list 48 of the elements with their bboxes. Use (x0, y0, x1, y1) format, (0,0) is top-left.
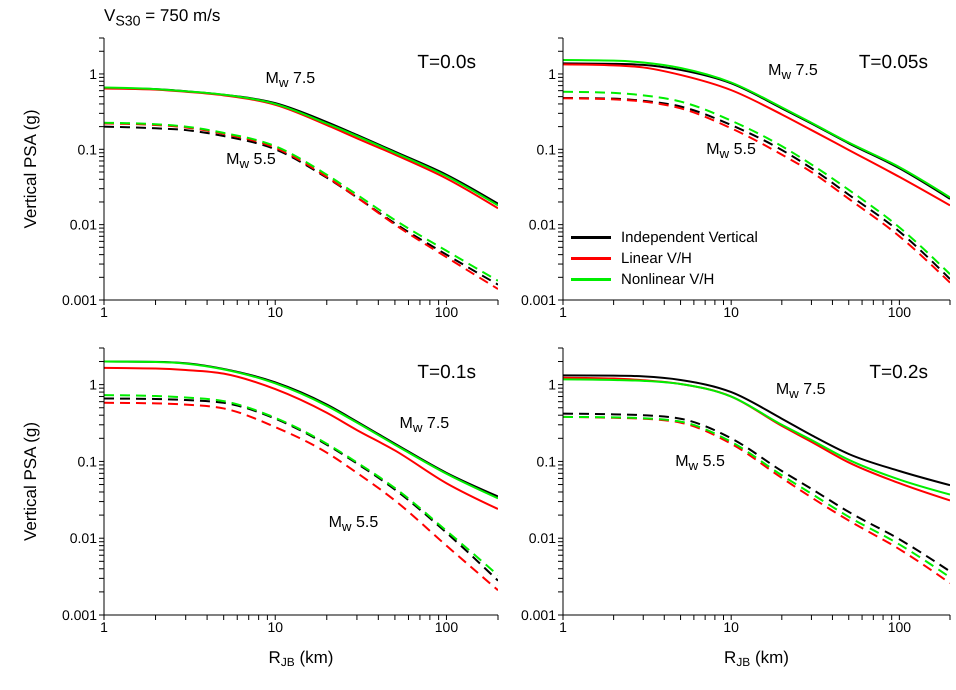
x-tick-label: 1 (100, 618, 108, 635)
legend-label: Independent Vertical (621, 228, 758, 248)
annotation: M$_{w}$ 7.5 (768, 62, 818, 82)
annotation: M$_{w}$ 5.5 (328, 514, 378, 534)
y-tick-label: 0.001 (520, 292, 556, 308)
y-tick-label: 1 (548, 376, 556, 393)
legend-label: Linear V/H (621, 249, 692, 269)
x-tick-label: 10 (723, 304, 740, 320)
annotation: T=0.2s (869, 362, 928, 384)
legend-label: Nonlinear V/H (621, 270, 714, 290)
y-tick-label: 1 (89, 376, 98, 393)
x-tick-label: 1 (100, 304, 108, 320)
annotation: T=0.05s (858, 52, 928, 74)
y-axis-title: Vertical PSA (g) (21, 109, 40, 229)
y-axis-title: Vertical PSA (g) (21, 422, 40, 542)
x-axis-title: R$_{JB}$ (km) (724, 648, 789, 669)
x-tick-label: 100 (434, 618, 458, 635)
x-tick-label: 100 (888, 618, 912, 635)
annotation: M$_{w}$ 7.5 (400, 415, 450, 436)
y-tick-label: 0.1 (536, 141, 556, 158)
annotation: T=0.0s (417, 52, 476, 74)
x-tick-label: 10 (723, 618, 740, 635)
annotation: M$_{w}$ 5.5 (226, 151, 276, 172)
y-tick-label: 0.1 (536, 453, 556, 470)
x-tick-label: 1 (559, 304, 568, 320)
y-tick-label: 0.1 (78, 141, 98, 158)
x-tick-label: 100 (888, 304, 912, 320)
y-tick-label: 0.01 (528, 216, 556, 233)
annotation: M$_{w}$ 7.5 (266, 70, 316, 90)
y-tick-label: 1 (548, 66, 556, 82)
annotation: M$_{w}$ 7.5 (776, 380, 826, 401)
y-tick-label: 0.01 (528, 530, 556, 546)
x-tick-label: 10 (267, 304, 284, 320)
annotation: M$_{w}$ 5.5 (675, 452, 725, 473)
y-tick-label: 0.01 (70, 530, 98, 546)
y-tick-label: 1 (89, 66, 98, 82)
x-tick-label: 100 (434, 304, 458, 320)
y-tick-label: 0.001 (62, 292, 98, 308)
annotation: T=0.1s (417, 362, 476, 384)
y-tick-label: 0.01 (70, 216, 98, 233)
annotation: M$_{w}$ 5.5 (706, 140, 756, 161)
x-tick-label: 1 (559, 618, 568, 635)
chart-title: V$_{S30}$ = 750 m/s (104, 6, 220, 30)
x-tick-label: 10 (267, 618, 284, 635)
y-tick-label: 0.001 (62, 606, 98, 623)
x-axis-title: R$_{JB}$ (km) (268, 648, 334, 669)
y-tick-label: 0.001 (520, 606, 556, 623)
y-tick-label: 0.1 (78, 453, 98, 470)
